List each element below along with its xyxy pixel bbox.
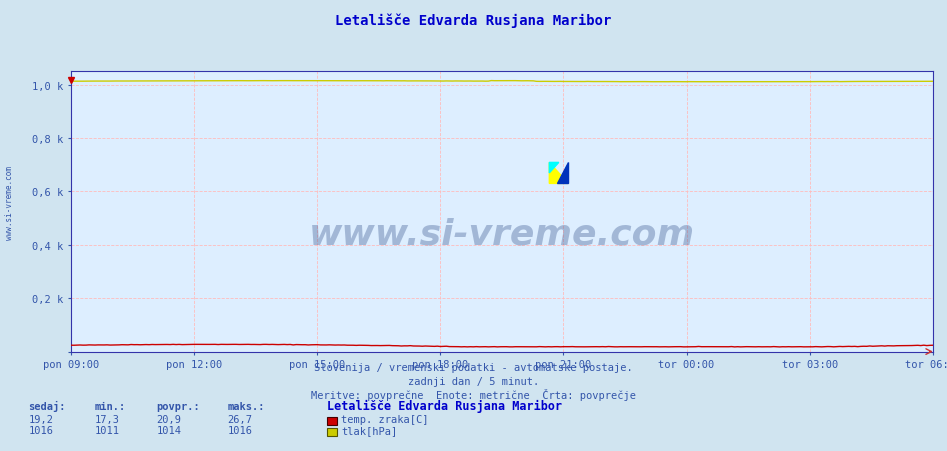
Text: povpr.:: povpr.: <box>156 401 200 411</box>
Text: Letališče Edvarda Rusjana Maribor: Letališče Edvarda Rusjana Maribor <box>327 400 562 413</box>
Text: 1014: 1014 <box>156 425 181 435</box>
Text: 1016: 1016 <box>28 425 53 435</box>
Text: Letališče Edvarda Rusjana Maribor: Letališče Edvarda Rusjana Maribor <box>335 13 612 28</box>
Text: 1011: 1011 <box>95 425 119 435</box>
Text: www.si-vreme.com: www.si-vreme.com <box>309 217 695 251</box>
Text: maks.:: maks.: <box>227 401 265 411</box>
Text: 26,7: 26,7 <box>227 414 252 423</box>
Text: Slovenija / vremenski podatki - avtomatske postaje.: Slovenija / vremenski podatki - avtomats… <box>314 363 633 373</box>
Text: min.:: min.: <box>95 401 126 411</box>
Text: zadnji dan / 5 minut.: zadnji dan / 5 minut. <box>408 376 539 386</box>
Polygon shape <box>549 163 559 174</box>
Polygon shape <box>549 163 568 184</box>
Text: 1016: 1016 <box>227 425 252 435</box>
Text: 19,2: 19,2 <box>28 414 53 423</box>
Text: sedaj:: sedaj: <box>28 400 66 411</box>
Text: www.si-vreme.com: www.si-vreme.com <box>5 166 14 240</box>
Polygon shape <box>557 163 568 184</box>
Text: 20,9: 20,9 <box>156 414 181 423</box>
Text: Meritve: povprečne  Enote: metrične  Črta: povprečje: Meritve: povprečne Enote: metrične Črta:… <box>311 389 636 400</box>
Text: 17,3: 17,3 <box>95 414 119 423</box>
Text: tlak[hPa]: tlak[hPa] <box>341 425 397 435</box>
Text: temp. zraka[C]: temp. zraka[C] <box>341 414 428 423</box>
